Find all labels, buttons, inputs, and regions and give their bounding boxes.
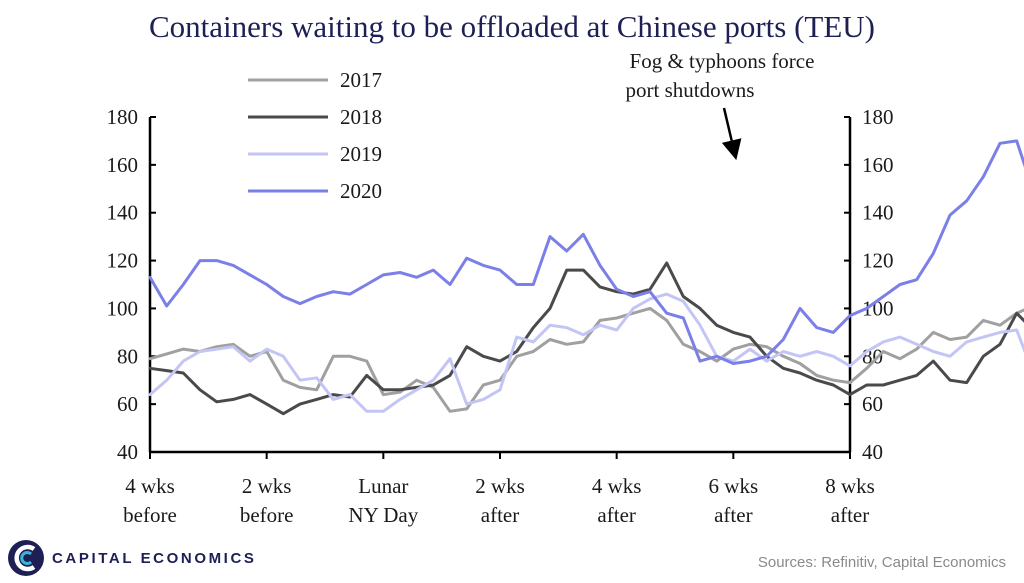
y-tick-label-left: 80 bbox=[117, 344, 138, 368]
series-layer bbox=[148, 139, 1024, 416]
y-tick-label-left: 180 bbox=[107, 105, 139, 129]
annotation-arrow-shaft bbox=[722, 107, 733, 141]
capital-economics-logo-icon bbox=[8, 540, 44, 576]
x-tick-label-line-1: 2 wks bbox=[242, 474, 292, 498]
annotation-arrow-head bbox=[721, 138, 742, 161]
x-tick-label-line-1: 4 wks bbox=[125, 474, 175, 498]
legend-label-2020: 2020 bbox=[340, 179, 382, 203]
x-tick-label-line-2: after bbox=[714, 503, 752, 527]
annotation-line-1: Fog & typhoons force bbox=[630, 49, 815, 73]
x-tick-label-line-2: NY Day bbox=[348, 503, 418, 527]
x-tick-label-line-1: 4 wks bbox=[592, 474, 642, 498]
series-line-2020 bbox=[148, 139, 1024, 365]
y-tick-label-right: 160 bbox=[862, 153, 894, 177]
y-tick-label-left: 160 bbox=[107, 153, 139, 177]
y-tick-label-right: 180 bbox=[862, 105, 894, 129]
series-line-2018 bbox=[148, 261, 1024, 416]
x-tick-label-line-2: after bbox=[481, 503, 519, 527]
legend-label-2017: 2017 bbox=[340, 68, 382, 92]
brand-name: CAPITAL ECONOMICS bbox=[52, 549, 257, 567]
y-tick-label-right: 120 bbox=[862, 249, 894, 273]
y-tick-label-left: 120 bbox=[107, 249, 139, 273]
brand-logo: CAPITAL ECONOMICS bbox=[6, 538, 256, 578]
chart-title: Containers waiting to be offloaded at Ch… bbox=[149, 9, 875, 44]
series-line-2019 bbox=[148, 292, 1024, 413]
annotation: Fog & typhoons force port shutdowns bbox=[626, 49, 815, 161]
y-tick-label-left: 140 bbox=[107, 201, 139, 225]
y-tick-label-left: 60 bbox=[117, 392, 138, 416]
y-tick-label-left: 40 bbox=[117, 440, 138, 464]
legend: 2017 2018 2019 2020 bbox=[248, 68, 382, 203]
x-tick-label-line-1: 2 wks bbox=[475, 474, 525, 498]
legend-label-2018: 2018 bbox=[340, 105, 382, 129]
x-tick-label-line-2: after bbox=[831, 503, 869, 527]
y-tick-label-right: 140 bbox=[862, 201, 894, 225]
x-tick-label-line-1: Lunar bbox=[358, 474, 408, 498]
x-tick-label-line-1: 6 wks bbox=[709, 474, 759, 498]
x-tick-label-line-2: before bbox=[240, 503, 294, 527]
x-tick-label-line-1: 8 wks bbox=[825, 474, 875, 498]
x-tick-label-line-2: before bbox=[123, 503, 177, 527]
y-tick-label-right: 40 bbox=[862, 440, 883, 464]
y-tick-label-left: 100 bbox=[107, 296, 139, 320]
source-note: Sources: Refinitiv, Capital Economics bbox=[757, 554, 1006, 571]
x-tick-label-line-2: after bbox=[597, 503, 635, 527]
annotation-line-2: port shutdowns bbox=[626, 78, 755, 102]
y-tick-label-right: 60 bbox=[862, 392, 883, 416]
legend-label-2019: 2019 bbox=[340, 142, 382, 166]
